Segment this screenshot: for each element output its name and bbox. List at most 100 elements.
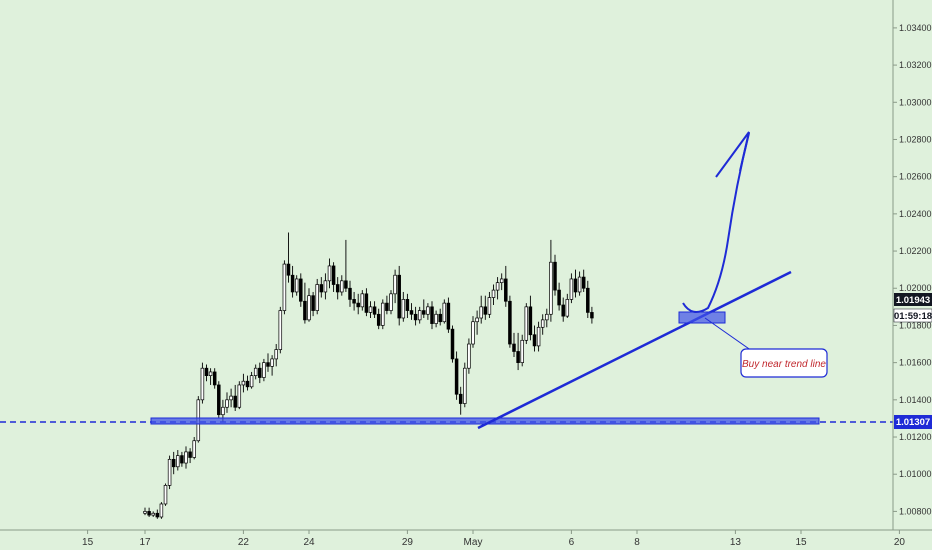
candle xyxy=(389,290,393,315)
candle xyxy=(208,368,213,385)
candle-body xyxy=(536,326,541,347)
candle xyxy=(212,368,217,389)
candle xyxy=(241,373,246,393)
candle-body xyxy=(454,358,459,395)
candle xyxy=(512,332,516,358)
candle xyxy=(586,280,590,318)
x-tick-label: 22 xyxy=(238,537,250,548)
candle xyxy=(204,364,209,382)
candle xyxy=(545,308,549,328)
current-price-tag: 1.01943 xyxy=(894,293,932,306)
y-axis: 1.03400 1.03200 1.03000 1.02800 1.02600 1.024… xyxy=(893,23,932,516)
candle xyxy=(397,265,401,326)
projection-arrow[interactable] xyxy=(682,132,750,313)
candle-body xyxy=(430,306,434,324)
candle xyxy=(188,448,192,464)
candle-body xyxy=(192,440,196,458)
candle xyxy=(155,509,160,519)
candle-body xyxy=(540,319,545,328)
x-tick-label: 20 xyxy=(894,537,906,548)
candle-body xyxy=(512,343,516,352)
candle xyxy=(262,358,266,382)
candle xyxy=(573,269,578,298)
candle xyxy=(458,386,463,415)
candle-body xyxy=(409,310,414,315)
candle xyxy=(180,451,184,467)
candle-body xyxy=(221,406,225,416)
candle xyxy=(553,254,557,296)
candle xyxy=(151,511,155,517)
candle xyxy=(479,295,483,324)
candle-body xyxy=(151,512,155,516)
candle xyxy=(237,381,242,410)
buy-zone-box[interactable] xyxy=(678,311,726,324)
candle-body xyxy=(217,384,221,416)
candle xyxy=(311,291,315,317)
candle-body xyxy=(286,263,291,276)
candle-body xyxy=(491,289,496,298)
candle xyxy=(323,273,328,300)
y-tick-label: 1.01400 xyxy=(899,395,932,405)
candle xyxy=(516,332,520,371)
candle xyxy=(590,306,594,324)
candle xyxy=(171,451,176,475)
candle xyxy=(372,301,377,318)
candle xyxy=(409,303,414,320)
candle xyxy=(483,295,488,320)
candle-body xyxy=(262,362,266,378)
candle xyxy=(454,351,459,400)
candle-body xyxy=(212,371,217,386)
candle xyxy=(495,277,500,300)
candle xyxy=(344,239,348,292)
candle xyxy=(491,284,496,305)
candle-body xyxy=(499,278,504,284)
support-zone[interactable] xyxy=(150,417,820,425)
candle xyxy=(536,321,541,352)
candle-body xyxy=(426,306,430,315)
candle-body xyxy=(508,300,512,345)
candle xyxy=(520,334,524,367)
candle xyxy=(524,303,529,345)
x-tick-label: 17 xyxy=(139,537,151,548)
y-tick-label: 1.01800 xyxy=(899,320,932,330)
candle xyxy=(422,299,426,318)
candle-body xyxy=(524,306,529,341)
candle-body xyxy=(376,313,381,326)
candle-body xyxy=(335,284,340,293)
candle xyxy=(504,265,508,307)
candle-body xyxy=(467,343,471,369)
candle-body xyxy=(307,295,311,321)
candle-body xyxy=(401,299,406,319)
candle xyxy=(159,502,164,519)
candle-body xyxy=(352,299,356,304)
candle xyxy=(143,507,147,516)
x-tick-label: 24 xyxy=(303,537,315,548)
trend-line[interactable] xyxy=(477,270,792,430)
candle xyxy=(294,275,299,296)
candle xyxy=(508,295,512,348)
candle xyxy=(225,392,229,413)
candle-body xyxy=(340,280,344,293)
candle xyxy=(475,310,479,335)
candle xyxy=(327,258,332,289)
candle-body xyxy=(528,306,533,336)
candle xyxy=(364,288,369,317)
candle xyxy=(549,239,553,322)
y-tick-label: 1.01600 xyxy=(899,358,932,368)
candle-body xyxy=(245,380,250,388)
candle xyxy=(229,388,233,408)
candle-body xyxy=(487,297,492,315)
candle-body xyxy=(581,276,586,289)
candle-body xyxy=(590,312,594,319)
y-tick-label: 1.03000 xyxy=(899,97,932,107)
candle-body xyxy=(479,306,483,319)
candle xyxy=(540,314,545,335)
candle xyxy=(565,293,570,318)
candle xyxy=(348,280,352,307)
candle xyxy=(426,303,430,320)
candle-body xyxy=(163,485,168,505)
candle xyxy=(417,306,422,324)
candle-body xyxy=(561,304,565,317)
